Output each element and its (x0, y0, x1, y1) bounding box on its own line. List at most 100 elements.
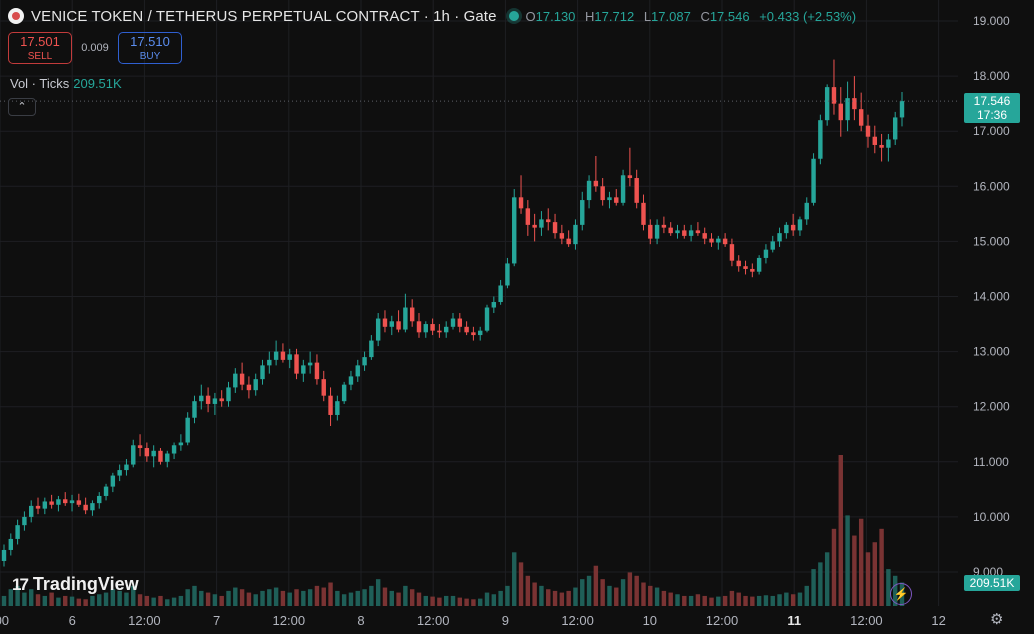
volume-bar (362, 589, 367, 606)
lightning-icon[interactable]: ⚡ (890, 583, 912, 605)
y-tick-label: 13.000 (973, 345, 1010, 359)
candle-body (97, 495, 102, 504)
volume-bar (423, 595, 428, 606)
settings-gear-icon[interactable]: ⚙ (990, 611, 1004, 628)
time-axis[interactable]: :00 6 12:00 7 12:00 8 12:00 9 12:00 10 12:00 11 12:0… (0, 613, 946, 628)
symbol-title[interactable]: VENICE TOKEN / TETHERUS PERPETUAL CONTRA… (31, 7, 497, 25)
volume-bar (695, 594, 701, 606)
volume-bar (824, 552, 830, 606)
price-axis[interactable]: 9.00010.00011.00012.00013.00014.00015.00… (973, 14, 1010, 579)
volume-bar (770, 595, 775, 606)
market-status-icon[interactable] (508, 11, 519, 21)
volume-bar (879, 528, 884, 606)
candle-body (770, 241, 775, 250)
volume-bar (131, 585, 136, 606)
volume-bar (784, 592, 789, 606)
candle-body (301, 365, 306, 374)
volume-bar (818, 562, 823, 606)
candle-body (42, 501, 48, 509)
candle-body (852, 98, 857, 110)
volume-bar (341, 594, 347, 606)
candle-body (35, 505, 41, 509)
volume-bar (539, 585, 544, 606)
candle-body (117, 470, 122, 476)
x-tick-label: 6 (69, 613, 76, 628)
volume-bar (654, 587, 660, 606)
volume-bar (301, 590, 306, 606)
volume-bar (607, 585, 612, 606)
candle-body (600, 186, 605, 201)
volume-bar (307, 589, 313, 606)
volume-bar (682, 595, 687, 606)
candle-body (192, 401, 197, 418)
candle-body (63, 499, 68, 504)
candle-body (471, 332, 476, 336)
high-value: 17.712 (594, 8, 635, 24)
candle-body (484, 307, 490, 331)
candle-body (831, 87, 837, 104)
candlesticks (1, 59, 905, 567)
watermark-text: TradingView (32, 574, 139, 594)
candle-body (620, 175, 626, 203)
candle-body (219, 398, 224, 402)
volume-bar (355, 590, 360, 606)
volume-bar (709, 597, 714, 606)
candle-body (280, 351, 286, 360)
venice-logo-icon (8, 8, 24, 24)
x-tick-label: :00 (0, 613, 9, 628)
candle-body (505, 263, 510, 286)
candle-body (641, 202, 646, 225)
volume-bar (443, 595, 449, 606)
candle-body (661, 224, 667, 228)
candle-body (539, 219, 544, 228)
volume-bar (484, 592, 490, 606)
candle-body (335, 401, 340, 415)
volume-bar (273, 587, 279, 606)
candle-body (287, 354, 292, 360)
volume-bar (634, 575, 639, 606)
candle-body (627, 175, 633, 179)
x-tick-label: 12 (931, 613, 945, 628)
candle-body (838, 103, 843, 121)
candle-body (763, 249, 769, 258)
volume-bar (375, 579, 381, 606)
candle-body (443, 326, 449, 333)
volume-bar (369, 585, 374, 606)
x-tick-label: 12:00 (128, 613, 161, 628)
x-tick-label: 7 (213, 613, 220, 628)
volume-bar (171, 597, 177, 606)
x-tick-label: 12:00 (417, 613, 450, 628)
volume-bar (151, 597, 156, 606)
candle-body (307, 362, 313, 366)
candle-body (552, 222, 558, 234)
x-tick-label: 9 (502, 613, 509, 628)
y-tick-label: 17.000 (973, 124, 1010, 138)
candle-body (56, 499, 61, 505)
candle-body (389, 321, 394, 327)
candle-body (464, 326, 469, 333)
collapse-legend-button[interactable]: ⌃ (8, 98, 36, 116)
volume-bar (8, 589, 14, 606)
volume-bar (797, 592, 803, 606)
candle-body (743, 266, 748, 269)
candle-body (682, 230, 687, 236)
tradingview-watermark[interactable]: 17 TradingView (12, 574, 139, 595)
volume-bar (865, 552, 871, 606)
volume-legend[interactable]: Vol · Ticks 209.51K (10, 76, 122, 91)
volume-bar (648, 585, 653, 606)
candle-body (899, 101, 905, 118)
last-price-value: 17.546 (973, 94, 1011, 109)
candle-body (518, 197, 524, 209)
volume-bar (668, 592, 673, 606)
sell-button[interactable]: 17.501 SELL (8, 32, 72, 64)
buy-button[interactable]: 17.510 BUY (118, 32, 182, 64)
x-tick-label: 11 (787, 613, 801, 628)
candle-body (110, 475, 116, 487)
candle-body (267, 359, 272, 366)
volume-bar (1, 595, 7, 606)
candle-body (525, 208, 531, 225)
candle-body (790, 224, 796, 231)
change-value: +0.433 (+2.53%) (759, 8, 857, 24)
candle-body (872, 136, 877, 145)
